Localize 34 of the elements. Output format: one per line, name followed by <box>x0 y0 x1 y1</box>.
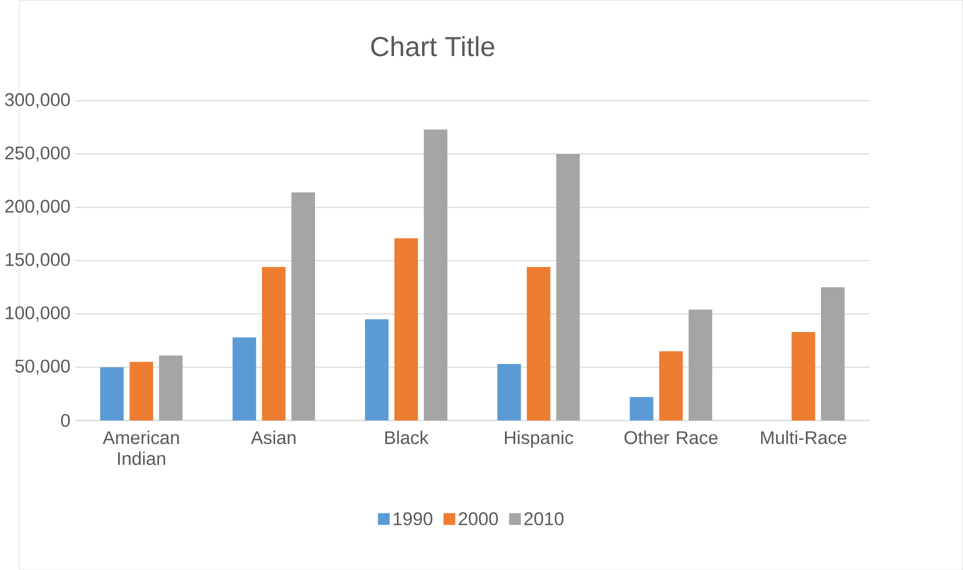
x-tick-label: Hispanic <box>504 430 574 448</box>
legend-label: 2010 <box>524 512 564 526</box>
y-tick-label: 100,000 <box>6 306 70 322</box>
y-tick-label: 50,000 <box>15 359 70 375</box>
x-tick-label: Other Race <box>624 430 718 444</box>
bar <box>526 266 550 420</box>
legend-label: 2000 <box>458 512 498 526</box>
chart-title: Chart Title <box>371 36 494 56</box>
bar <box>497 364 521 420</box>
bar <box>130 362 154 420</box>
bar <box>262 266 286 420</box>
bar <box>556 154 580 420</box>
y-tick-label: 250,000 <box>5 146 70 162</box>
y-tick-label: 200,000 <box>5 200 70 215</box>
bar <box>394 238 418 420</box>
bar <box>424 129 448 420</box>
bar <box>688 310 712 420</box>
bar <box>100 367 124 420</box>
bar <box>821 287 845 420</box>
x-tick-label: Multi-Race <box>761 430 846 444</box>
y-tick-label: 0 <box>61 414 70 427</box>
bar <box>364 319 389 420</box>
bar <box>291 192 315 420</box>
bar <box>159 355 183 420</box>
bar <box>630 396 654 420</box>
bar <box>659 351 683 420</box>
x-tick-label: Black <box>385 430 429 444</box>
y-tick-label: 150,000 <box>6 252 70 268</box>
x-tick-label: American Indian <box>102 430 179 465</box>
bar <box>232 337 256 420</box>
legend-label: 1990 <box>394 512 432 526</box>
y-tick-label: 300,000 <box>5 93 70 108</box>
x-tick-label: Asian <box>250 430 296 444</box>
bar <box>792 332 816 420</box>
